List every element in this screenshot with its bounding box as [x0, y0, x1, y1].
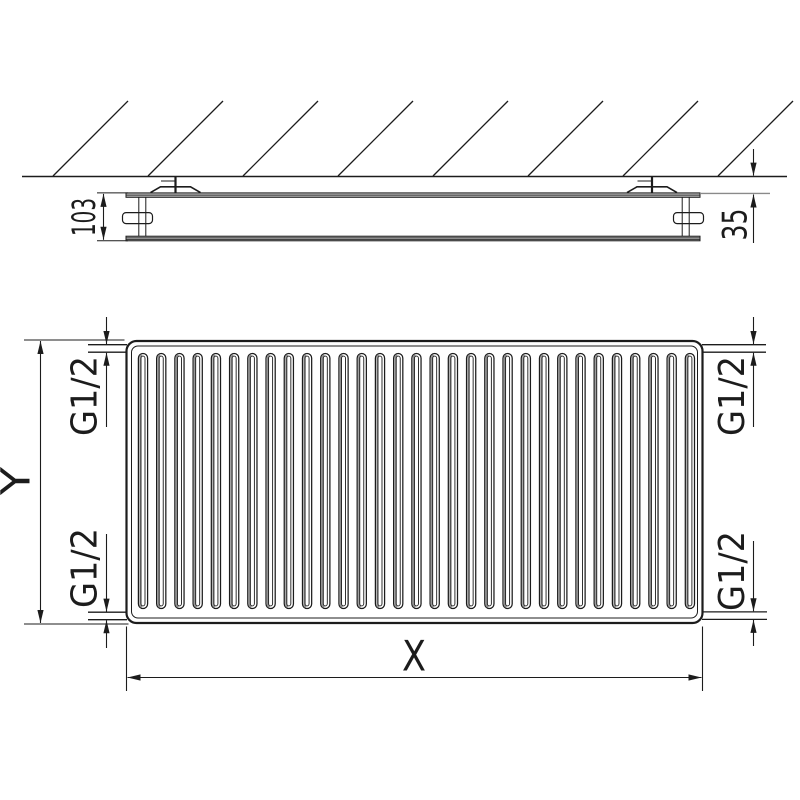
connection-boss-right: [672, 212, 705, 225]
body-outline: [125, 339, 704, 625]
width-value-label: X: [402, 632, 426, 681]
connection-size-label: G1/2: [712, 356, 753, 436]
dimension-connection-bottom-left: G1/2: [65, 528, 110, 648]
fin-inner-contour: [669, 355, 675, 607]
pipe-stub-top-left: [88, 344, 127, 353]
fin-inner-contour: [486, 355, 492, 607]
fin-inner-contour: [632, 355, 638, 607]
fin-inner-contour: [559, 355, 565, 607]
radiator-fins: [137, 352, 696, 610]
fin-inner-contour: [140, 355, 146, 607]
fin-inner-contour: [395, 355, 401, 607]
radiator-front-body: [125, 339, 704, 625]
pipe-stub-bottom-right: [702, 611, 767, 621]
wall-hatching: [52, 100, 794, 177]
fin-inner-contour: [578, 355, 583, 607]
fin-inner-contour: [359, 355, 365, 607]
top-view: 103 35: [22, 100, 794, 243]
fin-inner-contour: [195, 355, 201, 607]
hatch-line: [337, 100, 414, 177]
connection-size-label: G1/2: [712, 531, 753, 611]
fin-inner-contour: [304, 355, 310, 607]
fin-inner-contour: [286, 355, 292, 607]
bracket-foot: [626, 186, 678, 194]
hatch-line: [52, 100, 129, 177]
fin-inner-contour: [414, 355, 419, 607]
fin-inner-contour: [505, 355, 511, 607]
dimension-connection-top-left: G1/2: [65, 317, 110, 436]
connection-boss-left: [121, 212, 154, 225]
dimension-connection-top-right: G1/2: [712, 317, 757, 436]
fin-inner-contour: [614, 355, 620, 607]
connection-size-label: G1/2: [65, 356, 106, 436]
fin-inner-contour: [596, 355, 602, 607]
hatch-line: [717, 100, 794, 177]
fin-inner-contour: [541, 355, 547, 607]
fin-inner-contour: [268, 355, 274, 607]
fin-inner-contour: [432, 355, 438, 607]
body-inner-outline: [131, 345, 698, 619]
fin-inner-contour: [523, 355, 529, 607]
height-value-label: Y: [0, 466, 40, 496]
depth-value-label: 103: [65, 198, 103, 236]
fin-inner-contour: [322, 355, 328, 607]
hatch-line: [242, 100, 319, 177]
fin-inner-contour: [450, 355, 456, 607]
fin-inner-contour: [249, 355, 255, 607]
connection-size-label: G1/2: [65, 528, 106, 608]
radiator-plan-section: [121, 192, 705, 242]
wall-section: [22, 100, 794, 178]
fin-inner-contour: [177, 355, 182, 607]
pipe-stub-bottom-left: [88, 611, 127, 621]
hatch-line: [622, 100, 699, 177]
fin-inner-contour: [231, 355, 237, 607]
dimension-width: X: [125, 626, 704, 691]
fin-inner-contour: [341, 355, 346, 607]
dimension-connection-bottom-right: G1/2: [712, 531, 757, 646]
mounting-bracket-left: [150, 176, 201, 194]
hatch-line: [527, 100, 604, 177]
front-panel-plate: [125, 235, 701, 242]
fin-inner-contour: [468, 355, 474, 607]
bracket-foot: [150, 186, 201, 194]
fin-inner-contour: [158, 355, 164, 607]
pipe-stub-top-right: [702, 344, 766, 353]
fin-inner-contour: [650, 355, 656, 607]
hatch-line: [432, 100, 509, 177]
mounting-bracket-right: [626, 176, 678, 194]
dimension-depth: 103: [65, 192, 128, 242]
wall-distance-value-label: 35: [716, 209, 756, 241]
fin-inner-contour: [377, 355, 383, 607]
fin-inner-contour: [213, 355, 219, 607]
front-view: Y X G1/2 G1/2 G1/2 G1/2: [0, 317, 767, 691]
hatch-line: [147, 100, 224, 177]
dimension-wall-distance: 35: [700, 149, 770, 243]
fin-inner-contour: [687, 355, 693, 607]
